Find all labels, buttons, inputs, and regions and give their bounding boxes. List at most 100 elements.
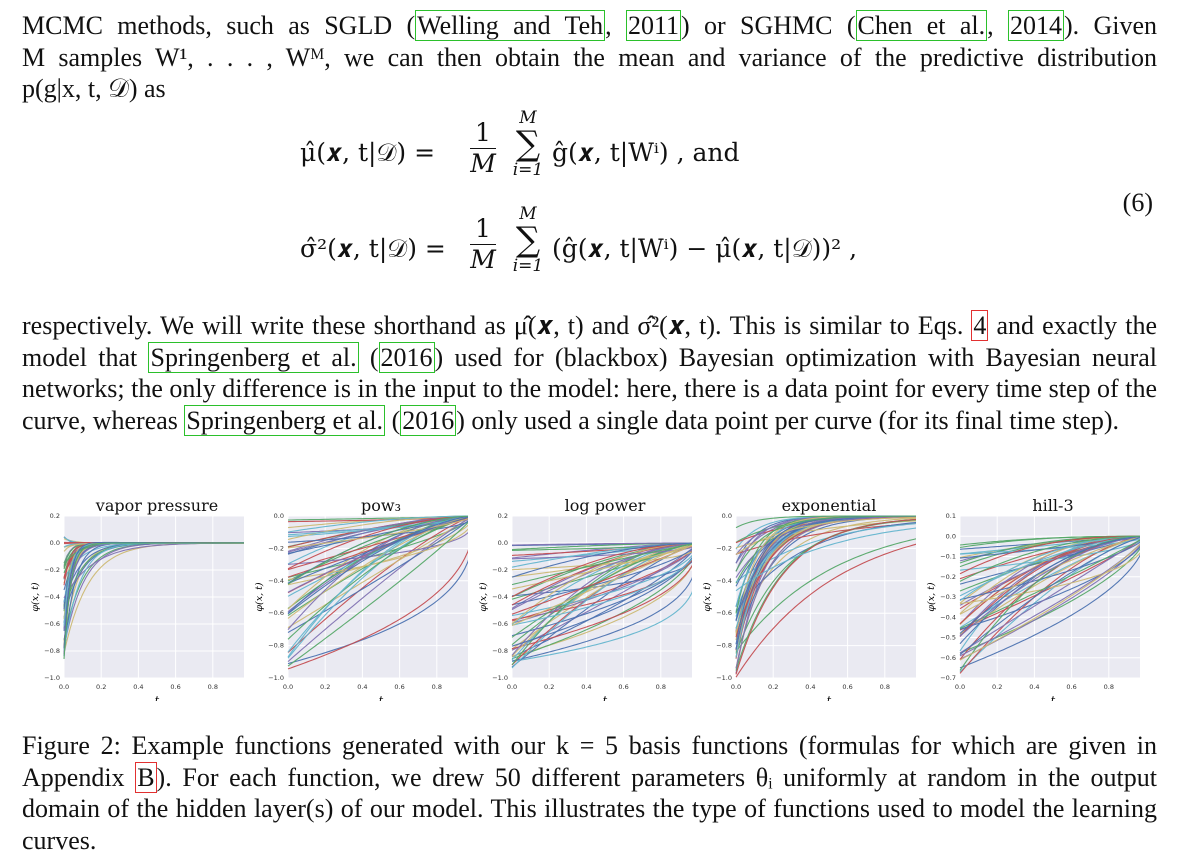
series-curve — [287, 515, 468, 585]
panel-exponential: 0.00.20.40.60.81.00.0−0.2−0.4−0.6−0.8−1.… — [694, 496, 916, 701]
y-tick-label: −0.8 — [716, 642, 732, 650]
x-tick-label: 0.6 — [618, 683, 628, 691]
series-curve — [511, 543, 692, 586]
series-curve — [287, 518, 468, 629]
ref-eq-4[interactable]: 4 — [971, 310, 989, 341]
x-tick-label: 0.4 — [1029, 683, 1039, 691]
citation-chen[interactable]: Chen et al. — [855, 10, 988, 41]
x-axis-label: t — [1051, 694, 1056, 701]
series-curve — [287, 517, 468, 653]
series-curve — [511, 542, 692, 578]
y-axis-label: φ(x, t) — [30, 582, 41, 612]
x-tick-label: 0.2 — [544, 683, 554, 691]
intro-line-3: p(g|x, t, 𝒟) as — [22, 74, 166, 103]
y-axis-label: φ(x, t) — [478, 582, 489, 612]
panel-log-power: 0.00.20.40.60.81.00.20.0−0.2−0.4−0.6−0.8… — [470, 496, 692, 701]
x-tick-label: 0.8 — [880, 683, 890, 691]
y-tick-label: −0.6 — [940, 654, 956, 662]
series-curve — [511, 548, 692, 606]
series-curve — [735, 538, 916, 653]
mu-body: ĝ(𝒙, t|Wⁱ) , and — [552, 138, 740, 167]
y-axis-label: φ(x, t) — [702, 582, 713, 612]
x-tick-label: 0.4 — [805, 683, 815, 691]
series-curve — [511, 558, 692, 660]
citation-year-2016-2[interactable]: 2016 — [400, 404, 457, 436]
y-tick-label: −0.6 — [44, 620, 60, 628]
series-curve — [511, 564, 692, 650]
x-axis-label: t — [603, 694, 608, 701]
x-tick-label: 0.0 — [507, 683, 517, 691]
series-curve — [735, 521, 916, 613]
y-tick-label: −1.0 — [268, 674, 284, 682]
x-tick-label: 0.8 — [432, 683, 442, 691]
y-axis-label: φ(x, t) — [254, 582, 265, 612]
x-tick-label: 0.6 — [842, 683, 852, 691]
series-curve — [287, 515, 468, 570]
y-tick-label: −0.3 — [940, 593, 956, 601]
x-tick-label: 0.2 — [320, 683, 330, 691]
y-tick-label: −0.2 — [940, 573, 956, 581]
series-curve — [511, 557, 692, 647]
y-tick-label: 0.2 — [50, 512, 60, 520]
series-curve — [959, 543, 1140, 657]
citation-springenberg-1[interactable]: Springenberg et al. — [148, 341, 359, 373]
intro-line-1: MCMC methods, such as SGLD (Welling and … — [22, 10, 1157, 41]
chart-log-power: 0.00.20.40.60.81.00.20.0−0.2−0.4−0.6−0.8… — [478, 512, 692, 701]
series-curve — [959, 535, 1140, 637]
series-curve — [287, 559, 468, 665]
series-curve — [511, 558, 692, 626]
x-tick-label: 0.0 — [59, 683, 69, 691]
y-tick-label: −0.4 — [940, 613, 956, 621]
citation-springenberg-2[interactable]: Springenberg et al. — [184, 404, 386, 436]
y-tick-label: −0.4 — [492, 593, 508, 601]
y-tick-label: −0.6 — [716, 609, 732, 617]
panel-title: exponential — [781, 496, 877, 515]
sigma-frac: 1 M — [470, 214, 496, 274]
series-curve — [287, 521, 468, 667]
series-curve — [511, 544, 692, 590]
y-tick-label: −1.0 — [716, 674, 732, 682]
series-curve — [959, 546, 1140, 630]
x-tick-label: 0.8 — [208, 683, 218, 691]
series-curve — [735, 517, 916, 634]
series-curve — [63, 542, 244, 659]
x-axis-label: t — [827, 694, 832, 701]
y-axis-label: φ(x, t) — [926, 582, 937, 612]
series-curve — [959, 536, 1140, 637]
y-tick-label: −0.7 — [940, 674, 956, 682]
intro-paragraph: MCMC methods, such as SGLD (Welling and … — [22, 10, 1157, 105]
x-tick-label: 0.0 — [731, 683, 741, 691]
series-curve — [511, 542, 692, 611]
figure-caption: Figure 2: Example functions generated wi… — [22, 731, 1157, 855]
y-tick-label: 0.2 — [498, 512, 508, 520]
y-tick-label: −1.0 — [44, 674, 60, 682]
x-axis-label: t — [379, 694, 384, 701]
y-tick-label: 0.0 — [498, 539, 508, 547]
y-tick-label: −0.4 — [716, 577, 732, 585]
series-curve — [511, 554, 692, 617]
citation-welling-teh[interactable]: Welling and Teh — [415, 10, 606, 41]
y-tick-label: 0.0 — [722, 512, 732, 520]
mu-lhs: μ̂(𝒙, t|𝒟) = — [300, 138, 436, 167]
x-tick-label: 0.8 — [656, 683, 666, 691]
citation-year-2014[interactable]: 2014 — [1007, 10, 1064, 41]
citation-year-2016-1[interactable]: 2016 — [378, 341, 435, 373]
x-tick-label: 0.0 — [955, 683, 965, 691]
series-curve — [735, 543, 916, 678]
x-tick-label: 0.4 — [357, 683, 367, 691]
mu-sum: M ∑ i=1 — [512, 108, 544, 180]
y-tick-label: −0.8 — [268, 642, 284, 650]
series-curve — [287, 515, 468, 533]
ref-appendix-b[interactable]: B — [135, 761, 157, 793]
y-tick-label: 0.1 — [946, 512, 956, 520]
mu-frac: 1 M — [470, 118, 496, 178]
chart-pow3: 0.00.20.40.60.81.00.0−0.2−0.4−0.6−0.8−1.… — [254, 512, 468, 701]
chart-exponential: 0.00.20.40.60.81.00.0−0.2−0.4−0.6−0.8−1.… — [702, 512, 916, 701]
body-paragraph: respectively. We will write these shorth… — [22, 310, 1157, 436]
series-curve — [511, 546, 692, 560]
series-curve — [959, 539, 1140, 654]
series-curve — [735, 527, 916, 592]
citation-year-2011[interactable]: 2011 — [625, 10, 682, 41]
series-curve — [959, 535, 1140, 634]
series-curve — [959, 541, 1140, 601]
